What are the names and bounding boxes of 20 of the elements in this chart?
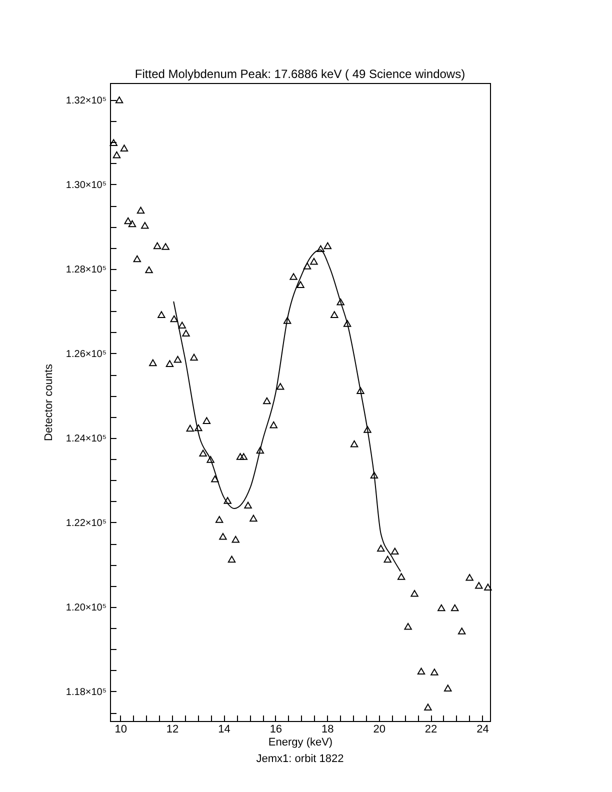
- y-tick-label: 1.22×10⁵: [66, 518, 106, 529]
- y-tick-label: 1.32×10⁵: [66, 95, 106, 106]
- y-tick-label: 1.18×10⁵: [66, 686, 106, 698]
- x-tick-label: 24: [476, 724, 489, 736]
- x-tick-label: 18: [322, 724, 334, 736]
- x-tick-label: 12: [166, 724, 179, 736]
- y-tick-label: 1.24×10⁵: [66, 433, 106, 444]
- y-tick-label: 1.28×10⁵: [66, 264, 106, 276]
- chart-title: Fitted Molybdenum Peak: 17.6886 keV ( 49 Science windows): [134, 67, 466, 81]
- y-tick-label: 1.30×10⁵: [66, 180, 106, 191]
- x-tick-label: 10: [114, 724, 127, 736]
- x-tick-label: 16: [270, 724, 282, 736]
- x-tick-label: 14: [218, 724, 230, 736]
- y-axis-title: Detector counts: [42, 363, 55, 442]
- x-axis-title: Energy (keV): [268, 736, 333, 748]
- y-tick-label: 1.26×10⁵: [66, 348, 106, 360]
- text: Jemx1: orbit 1822: [256, 753, 344, 765]
- x-tick-label: 20: [373, 724, 386, 736]
- x-tick-label: 22: [424, 724, 438, 736]
- y-tick-label: 1.20×10⁵: [66, 602, 106, 614]
